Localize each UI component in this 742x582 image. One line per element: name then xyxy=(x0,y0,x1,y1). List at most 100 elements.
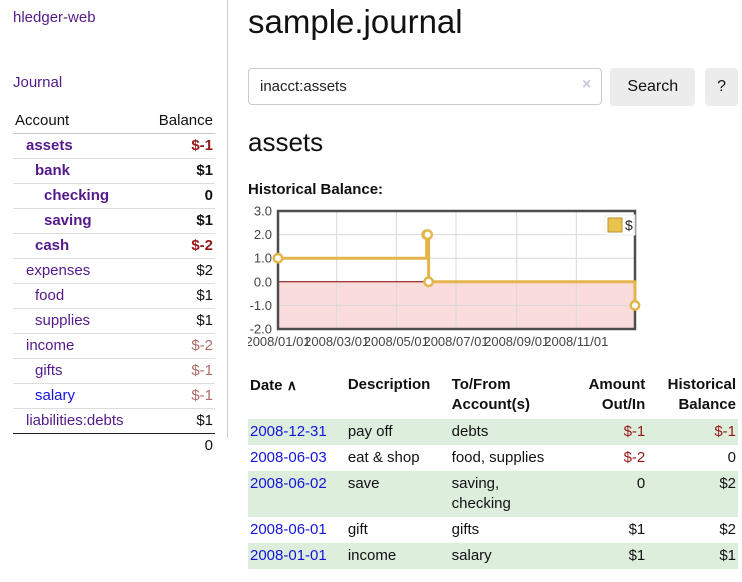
account-link-salary[interactable]: salary xyxy=(35,387,75,404)
accounts-total-value: 0 xyxy=(145,434,215,459)
accounts-header-account: Account xyxy=(13,109,145,134)
account-row: salary $-1 xyxy=(13,384,215,409)
account-row: cash $-2 xyxy=(13,234,215,259)
account-balance: $-2 xyxy=(145,334,215,359)
transaction-balance: $2 xyxy=(647,471,738,517)
account-balance: $1 xyxy=(145,209,215,234)
account-row: assets $-1 xyxy=(13,134,215,159)
transaction-description: eat & shop xyxy=(348,445,452,471)
account-link-assets[interactable]: assets xyxy=(26,137,73,154)
transaction-date-link[interactable]: 2008-06-01 xyxy=(250,521,327,538)
account-link-income[interactable]: income xyxy=(26,337,74,354)
account-row: supplies $1 xyxy=(13,309,215,334)
transaction-row: 2008-06-03 eat & shopfood, supplies$-20 xyxy=(248,445,738,471)
date-header-label: Date xyxy=(250,377,283,394)
register-header-amount[interactable]: Amount Out/In xyxy=(569,373,648,419)
svg-text:2008/11/01: 2008/11/01 xyxy=(544,334,608,349)
account-link-expenses[interactable]: expenses xyxy=(26,262,90,279)
transaction-accounts: debts xyxy=(452,419,569,445)
account-link-supplies[interactable]: supplies xyxy=(35,312,90,329)
sidebar: hledger-web Journal Account Balance asse… xyxy=(0,0,228,438)
account-link-gifts[interactable]: gifts xyxy=(35,362,63,379)
account-balance: $1 xyxy=(145,284,215,309)
account-balance: $1 xyxy=(145,309,215,334)
transaction-date-link[interactable]: 2008-06-02 xyxy=(250,475,327,492)
sidebar-item-journal[interactable]: Journal xyxy=(13,74,62,91)
svg-text:0.0: 0.0 xyxy=(254,274,272,289)
account-row: liabilities:debts $1 xyxy=(13,409,215,434)
register-header-date[interactable]: Date ∧ xyxy=(248,373,348,419)
transaction-date-link[interactable]: 2008-12-31 xyxy=(250,423,327,440)
svg-text:1.0: 1.0 xyxy=(254,251,272,266)
account-row: income $-2 xyxy=(13,334,215,359)
svg-text:2008/01/01: 2008/01/01 xyxy=(248,334,311,349)
transaction-amount: $1 xyxy=(569,543,648,569)
account-balance: $-1 xyxy=(145,384,215,409)
transaction-amount: $-2 xyxy=(569,445,648,471)
account-link-food[interactable]: food xyxy=(35,287,64,304)
account-link-liabilities-debts[interactable]: liabilities:debts xyxy=(26,412,124,429)
transaction-date-link[interactable]: 2008-01-01 xyxy=(250,547,327,564)
transaction-row: 2008-06-01 giftgifts$1$2 xyxy=(248,517,738,543)
transaction-description: gift xyxy=(348,517,452,543)
transaction-date-link[interactable]: 2008-06-03 xyxy=(250,449,327,466)
register-header-accounts[interactable]: To/From Account(s) xyxy=(452,373,569,419)
transaction-balance: $2 xyxy=(647,517,738,543)
transaction-description: income xyxy=(348,543,452,569)
account-balance: $-1 xyxy=(145,359,215,384)
clear-search-icon[interactable]: × xyxy=(582,77,591,93)
account-link-checking[interactable]: checking xyxy=(44,187,109,204)
account-row: food $1 xyxy=(13,284,215,309)
transaction-amount: $1 xyxy=(569,517,648,543)
svg-text:2.0: 2.0 xyxy=(254,227,272,242)
chart-svg: $3.02.01.00.0-1.0-2.02008/01/012008/03/0… xyxy=(248,204,738,354)
account-balance: $-1 xyxy=(145,134,215,159)
legend-label: $ xyxy=(625,217,633,233)
search-input[interactable] xyxy=(248,68,602,105)
account-balance: $1 xyxy=(145,409,215,434)
transaction-balance: $-1 xyxy=(647,419,738,445)
sort-ascending-icon: ∧ xyxy=(287,377,297,393)
accounts-table: Account Balance assets$-1bank$1checking0… xyxy=(13,109,215,458)
app-title-link[interactable]: hledger-web xyxy=(13,9,96,26)
account-balance: 0 xyxy=(145,184,215,209)
svg-text:2008/09/01: 2008/09/01 xyxy=(484,334,549,349)
chart-title: Historical Balance: xyxy=(248,181,738,198)
accounts-header-balance: Balance xyxy=(145,109,215,134)
account-link-saving[interactable]: saving xyxy=(44,212,92,229)
page-title: sample.journal xyxy=(248,3,738,41)
svg-text:2008/05/01: 2008/05/01 xyxy=(364,334,429,349)
account-row: bank$1 xyxy=(13,159,215,184)
transaction-accounts: saving, checking xyxy=(452,471,569,517)
legend-swatch xyxy=(608,218,622,232)
search-form: × Search ? xyxy=(248,68,738,106)
account-link-bank[interactable]: bank xyxy=(35,162,70,179)
transaction-balance: $1 xyxy=(647,543,738,569)
account-link-cash[interactable]: cash xyxy=(35,237,69,254)
svg-text:-1.0: -1.0 xyxy=(250,298,272,313)
transaction-accounts: food, supplies xyxy=(452,445,569,471)
hledger-web-app: hledger-web Journal Account Balance asse… xyxy=(0,0,742,582)
account-row: gifts $-1 xyxy=(13,359,215,384)
account-row: saving $1 xyxy=(13,209,215,234)
help-button[interactable]: ? xyxy=(705,68,738,106)
register-header-balance[interactable]: Historical Balance xyxy=(647,373,738,419)
account-row: expenses $2 xyxy=(13,259,215,284)
account-balance: $2 xyxy=(145,259,215,284)
main-content: sample.journal × Search ? assets Histori… xyxy=(248,0,738,569)
account-balance: $-2 xyxy=(145,234,215,259)
transaction-description: pay off xyxy=(348,419,452,445)
transaction-amount: $-1 xyxy=(569,419,648,445)
historical-balance-chart[interactable]: $3.02.01.00.0-1.0-2.02008/01/012008/03/0… xyxy=(248,204,738,359)
transaction-accounts: salary xyxy=(452,543,569,569)
transaction-accounts: gifts xyxy=(452,517,569,543)
account-heading: assets xyxy=(248,127,738,158)
register-header-description[interactable]: Description xyxy=(348,373,452,419)
svg-text:2008/03/01: 2008/03/01 xyxy=(304,334,369,349)
accounts-total-row: 0 xyxy=(13,434,215,459)
account-row: checking 0 xyxy=(13,184,215,209)
svg-text:3.0: 3.0 xyxy=(254,204,272,219)
transaction-balance: 0 xyxy=(647,445,738,471)
register-table: Date ∧ Description To/From Account(s) Am… xyxy=(248,373,738,569)
search-button[interactable]: Search xyxy=(610,68,695,106)
